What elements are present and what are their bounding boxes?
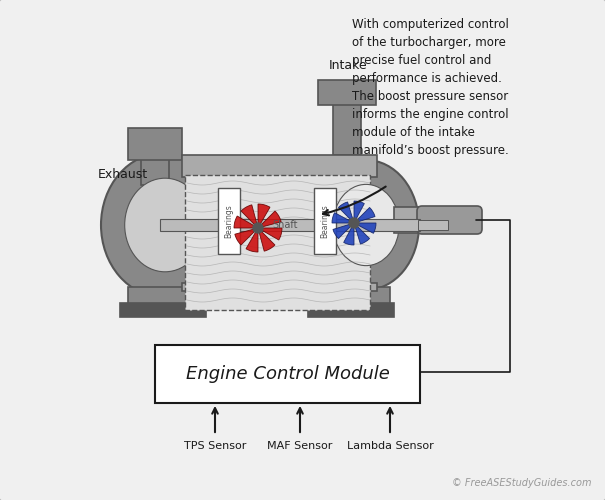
Wedge shape [338, 202, 354, 223]
Circle shape [349, 218, 359, 228]
Bar [128, 128, 182, 160]
Bar [185, 175, 370, 310]
Bar [418, 220, 448, 230]
Bar [394, 207, 420, 233]
Wedge shape [235, 228, 258, 245]
Text: With computerized control
of the turbocharger, more
precise fuel control and
per: With computerized control of the turboch… [352, 18, 509, 157]
Bar [141, 155, 169, 185]
Wedge shape [234, 216, 258, 228]
Text: MAF Sensor: MAF Sensor [267, 441, 333, 451]
Ellipse shape [101, 153, 225, 297]
Circle shape [253, 223, 263, 233]
Wedge shape [332, 212, 354, 223]
Text: Shaft: Shaft [272, 220, 298, 230]
Wedge shape [354, 201, 364, 223]
Bar [128, 287, 198, 305]
Bar [182, 283, 377, 291]
Wedge shape [354, 223, 370, 244]
Text: Exhaust: Exhaust [98, 168, 148, 181]
Bar [155, 345, 420, 403]
Text: Engine Control Module: Engine Control Module [186, 365, 390, 383]
Text: TPS Sensor: TPS Sensor [184, 441, 246, 451]
Wedge shape [354, 223, 376, 234]
Wedge shape [333, 223, 354, 238]
FancyBboxPatch shape [417, 206, 482, 234]
Wedge shape [241, 205, 258, 228]
Bar [160, 219, 420, 231]
Wedge shape [246, 228, 258, 252]
Wedge shape [258, 204, 270, 228]
Wedge shape [354, 208, 375, 223]
Bar [308, 303, 394, 317]
Text: Lambda Sensor: Lambda Sensor [347, 441, 433, 451]
Text: Bearings: Bearings [321, 204, 330, 238]
Text: Bearings: Bearings [224, 204, 234, 238]
Ellipse shape [313, 160, 419, 290]
Ellipse shape [333, 184, 399, 266]
Wedge shape [344, 223, 354, 245]
Bar [182, 155, 377, 177]
Bar [318, 80, 376, 105]
Wedge shape [258, 228, 282, 240]
Bar [218, 188, 240, 254]
Bar [333, 100, 361, 155]
Bar [320, 287, 390, 305]
Wedge shape [258, 211, 281, 228]
Text: Intake: Intake [329, 59, 367, 72]
Bar [120, 303, 206, 317]
Bar [314, 188, 336, 254]
Text: © FreeASEStudyGuides.com: © FreeASEStudyGuides.com [453, 478, 592, 488]
Wedge shape [258, 228, 275, 251]
Ellipse shape [125, 178, 205, 272]
